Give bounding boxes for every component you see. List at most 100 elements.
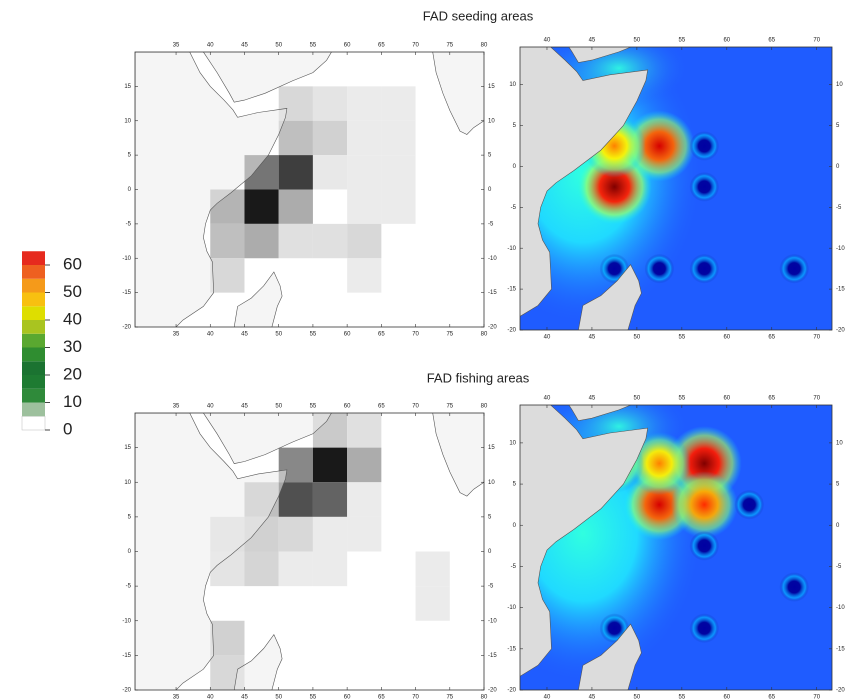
x-tick-label: 55 <box>310 43 317 49</box>
x-tick-label: 55 <box>310 695 317 700</box>
x-tick-label: 60 <box>723 695 730 700</box>
y-tick-label: -20 <box>488 325 497 331</box>
x-tick-label: 55 <box>310 404 317 410</box>
y-tick-label: 0 <box>128 549 132 555</box>
map-panel <box>135 52 484 327</box>
legend-label: 40 <box>63 309 82 328</box>
y-tick-label: 5 <box>836 482 840 488</box>
land <box>431 52 484 135</box>
grid-cell <box>312 120 348 156</box>
x-tick-label: 35 <box>173 404 180 410</box>
legend-swatch <box>22 388 45 403</box>
y-tick-label: -20 <box>836 688 845 694</box>
legend-label: 0 <box>63 419 72 438</box>
x-tick-label: 40 <box>207 43 214 49</box>
y-tick-label: 10 <box>509 82 516 88</box>
grid-cell <box>381 120 416 156</box>
grid-cell <box>347 482 382 517</box>
x-tick-label: 55 <box>679 695 686 700</box>
x-tick-label: 40 <box>544 695 551 700</box>
y-tick-label: 15 <box>488 84 495 90</box>
x-tick-label: 70 <box>813 695 820 700</box>
x-tick-label: 45 <box>241 332 248 338</box>
hotspot <box>689 172 720 202</box>
x-tick-label: 80 <box>481 332 488 338</box>
grid-cell <box>347 155 382 190</box>
y-tick-label: 0 <box>488 549 492 555</box>
y-tick-label: 0 <box>513 523 517 529</box>
land <box>520 405 649 677</box>
x-tick-label: 50 <box>634 695 641 700</box>
y-tick-label: -20 <box>122 688 131 694</box>
x-tick-label: 80 <box>481 43 488 49</box>
grid-cell <box>278 155 313 190</box>
hotspot <box>734 489 765 520</box>
grid-cell <box>312 223 348 259</box>
grid-cell <box>312 447 348 483</box>
y-tick-label: -5 <box>126 584 132 590</box>
x-tick-label: 65 <box>378 404 385 410</box>
legend-swatch <box>22 347 45 362</box>
y-tick-label: 0 <box>836 523 840 529</box>
grid-cell <box>347 120 382 156</box>
x-tick-label: 40 <box>544 335 551 341</box>
land <box>578 264 642 330</box>
x-tick-label: 55 <box>310 332 317 338</box>
y-tick-label: -20 <box>488 688 497 694</box>
x-tick-label: 65 <box>768 335 775 341</box>
x-tick-label: 70 <box>412 43 419 49</box>
x-tick-label: 70 <box>813 396 820 402</box>
y-tick-label: -5 <box>488 584 494 590</box>
x-tick-label: 45 <box>241 404 248 410</box>
grid-cell <box>278 482 313 517</box>
x-tick-label: 80 <box>481 695 488 700</box>
y-tick-label: 0 <box>513 164 517 170</box>
y-tick-label: -10 <box>836 246 845 252</box>
x-tick-label: 60 <box>723 38 730 44</box>
y-tick-label: -20 <box>507 688 516 694</box>
x-tick-label: 75 <box>446 695 453 700</box>
y-tick-label: 10 <box>488 118 495 124</box>
y-tick-label: 10 <box>836 82 843 88</box>
grid-cell <box>415 551 450 587</box>
map-panel <box>520 405 832 690</box>
x-tick-label: 50 <box>634 335 641 341</box>
y-tick-label: 5 <box>513 123 517 129</box>
x-tick-label: 70 <box>813 38 820 44</box>
y-tick-label: 10 <box>124 118 131 124</box>
hotspot <box>623 110 695 182</box>
y-tick-label: -20 <box>836 328 845 334</box>
x-tick-label: 50 <box>275 332 282 338</box>
grid-cell <box>278 223 313 259</box>
y-tick-label: -10 <box>488 618 497 624</box>
y-tick-label: 5 <box>488 514 492 520</box>
x-tick-label: 60 <box>344 695 351 700</box>
land <box>233 634 283 690</box>
legend-label: 20 <box>63 364 82 383</box>
x-tick-label: 65 <box>768 38 775 44</box>
x-tick-label: 40 <box>544 38 551 44</box>
y-tick-label: 5 <box>513 482 517 488</box>
y-tick-label: 5 <box>488 153 492 159</box>
y-tick-label: -15 <box>488 653 497 659</box>
grid-cell <box>347 447 382 483</box>
x-tick-label: 45 <box>241 695 248 700</box>
y-tick-label: -15 <box>507 646 516 652</box>
y-tick-label: -10 <box>488 256 497 262</box>
legend-label: 30 <box>63 337 82 356</box>
y-tick-label: 10 <box>509 440 516 446</box>
hotspot <box>627 431 691 496</box>
y-tick-label: -5 <box>488 221 494 227</box>
panel-title: FAD seeding areas <box>423 8 534 23</box>
grid-cell <box>210 223 245 259</box>
x-tick-label: 35 <box>173 695 180 700</box>
grid-cell <box>312 155 348 190</box>
x-tick-label: 40 <box>207 695 214 700</box>
x-tick-label: 50 <box>275 43 282 49</box>
y-tick-label: -10 <box>122 618 131 624</box>
grid-cell <box>347 413 382 448</box>
x-tick-label: 60 <box>344 404 351 410</box>
x-tick-label: 70 <box>412 695 419 700</box>
x-tick-label: 50 <box>275 404 282 410</box>
